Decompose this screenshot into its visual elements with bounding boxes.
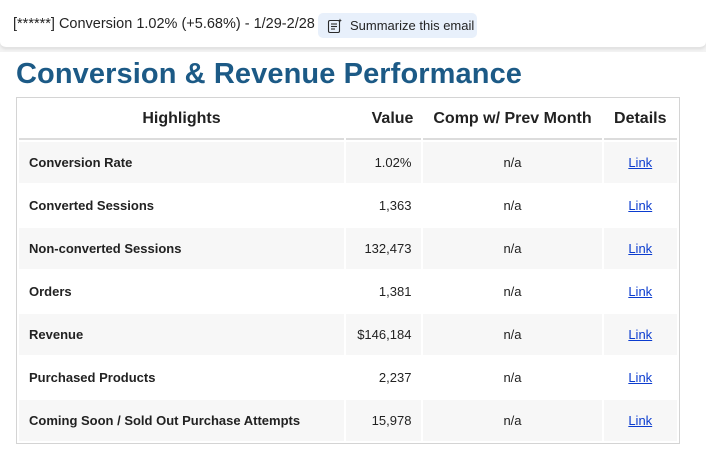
row-comp: n/a <box>423 271 602 312</box>
row-name: Revenue <box>19 314 344 355</box>
row-name: Purchased Products <box>19 357 344 398</box>
row-details-cell: Link <box>603 185 677 226</box>
table-row: Non-converted Sessions 132,473 n/a Link <box>19 228 677 269</box>
details-link[interactable]: Link <box>628 370 653 385</box>
row-details-cell: Link <box>603 142 677 183</box>
email-body: Conversion & Revenue Performance Highlig… <box>0 52 706 457</box>
row-name: Orders <box>19 271 344 312</box>
summarize-email-button[interactable]: Summarize this email <box>318 13 477 38</box>
summarize-icon <box>327 18 342 33</box>
row-value: $146,184 <box>345 314 422 355</box>
row-name: Converted Sessions <box>19 185 344 226</box>
table-row: Conversion Rate 1.02% n/a Link <box>19 142 677 183</box>
col-header-highlights: Highlights <box>19 100 344 140</box>
table-row: Purchased Products 2,237 n/a Link <box>19 357 677 398</box>
details-link[interactable]: Link <box>628 241 653 256</box>
row-name: Coming Soon / Sold Out Purchase Attempts <box>19 400 344 441</box>
row-value: 2,237 <box>345 357 422 398</box>
email-header: [******] Conversion 1.02% (+5.68%) - 1/2… <box>0 0 706 48</box>
details-link[interactable]: Link <box>628 198 653 213</box>
row-details-cell: Link <box>603 228 677 269</box>
row-details-cell: Link <box>603 314 677 355</box>
row-value: 1.02% <box>345 142 422 183</box>
row-comp: n/a <box>423 357 602 398</box>
col-header-value: Value <box>345 100 422 140</box>
row-comp: n/a <box>423 228 602 269</box>
details-link[interactable]: Link <box>628 155 653 170</box>
col-header-details: Details <box>603 100 677 140</box>
table-row: Revenue $146,184 n/a Link <box>19 314 677 355</box>
row-name: Non-converted Sessions <box>19 228 344 269</box>
summarize-label: Summarize this email <box>350 18 475 33</box>
details-link[interactable]: Link <box>628 413 653 428</box>
row-comp: n/a <box>423 314 602 355</box>
metrics-table: Highlights Value Comp w/ Prev Month Deta… <box>16 97 680 444</box>
email-title: Conversion & Revenue Performance <box>16 58 523 90</box>
table-row: Coming Soon / Sold Out Purchase Attempts… <box>19 400 677 441</box>
col-header-comp: Comp w/ Prev Month <box>423 100 602 140</box>
details-link[interactable]: Link <box>628 284 653 299</box>
table-header-row: Highlights Value Comp w/ Prev Month Deta… <box>19 100 677 140</box>
row-comp: n/a <box>423 400 602 441</box>
details-link[interactable]: Link <box>628 327 653 342</box>
table-row: Converted Sessions 1,363 n/a Link <box>19 185 677 226</box>
row-details-cell: Link <box>603 400 677 441</box>
row-value: 1,363 <box>345 185 422 226</box>
row-name: Conversion Rate <box>19 142 344 183</box>
row-comp: n/a <box>423 142 602 183</box>
table-row: Orders 1,381 n/a Link <box>19 271 677 312</box>
row-comp: n/a <box>423 185 602 226</box>
row-details-cell: Link <box>603 271 677 312</box>
email-subject: [******] Conversion 1.02% (+5.68%) - 1/2… <box>13 16 315 32</box>
row-value: 132,473 <box>345 228 422 269</box>
row-details-cell: Link <box>603 357 677 398</box>
row-value: 15,978 <box>345 400 422 441</box>
row-value: 1,381 <box>345 271 422 312</box>
